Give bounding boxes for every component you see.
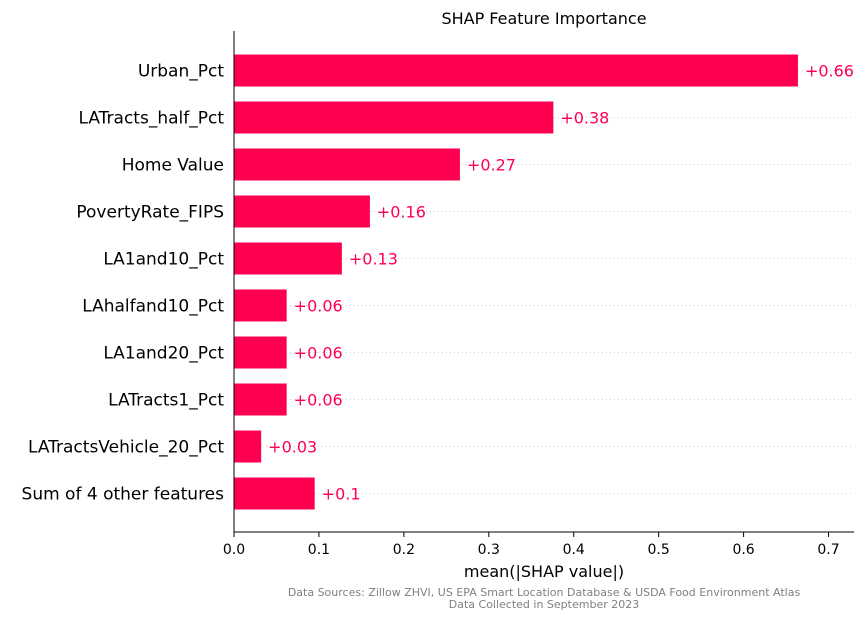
value-label: +0.66 [805, 62, 854, 81]
bar [234, 430, 262, 463]
bar [234, 383, 287, 416]
bars [234, 54, 798, 510]
x-tick-label: 0.1 [308, 542, 330, 558]
y-tick-label: LA1and20_Pct [103, 344, 224, 364]
y-tick-label: Sum of 4 other features [22, 485, 225, 505]
gridlines [234, 70, 854, 494]
value-labels: +0.66 +0.38 +0.27 +0.16 +0.13 +0.06 +0.06 +0.06… [268, 62, 854, 504]
y-tick-label: LATracts_half_Pct [79, 109, 225, 129]
y-tick-label: LA1and10_Pct [103, 250, 224, 270]
chart-title: SHAP Feature Importance [441, 9, 646, 28]
value-label: +0.13 [349, 250, 398, 269]
bar [234, 195, 370, 228]
x-tick-label: 0.5 [648, 542, 670, 558]
x-axis-label: mean(|SHAP value|) [464, 562, 624, 581]
value-label: +0.27 [467, 156, 516, 175]
bar [234, 101, 554, 134]
value-label: +0.1 [322, 485, 361, 504]
value-label: +0.16 [377, 203, 426, 222]
x-tick-label: 0.4 [563, 542, 585, 558]
y-tick-label: LATractsVehicle_20_Pct [28, 438, 224, 458]
y-tick-labels: Urban_Pct LATracts_half_Pct Home Value Pove… [22, 62, 225, 505]
x-tick-label: 0.0 [223, 542, 245, 558]
x-tick-label: 0.3 [478, 542, 500, 558]
bar [234, 242, 342, 275]
x-tick-label: 0.2 [393, 542, 415, 558]
value-label: +0.03 [268, 438, 317, 457]
y-tick-label: LATracts1_Pct [108, 391, 224, 411]
value-label: +0.38 [560, 109, 609, 128]
value-label: +0.06 [294, 391, 343, 410]
y-tick-label: PovertyRate_FIPS [76, 203, 224, 223]
x-axis: 0.0 0.1 0.2 0.3 0.4 0.5 0.6 0.7 [223, 531, 854, 558]
y-tick-label: Urban_Pct [138, 62, 225, 82]
bar [234, 289, 287, 322]
value-label: +0.06 [294, 297, 343, 316]
bar [234, 336, 287, 369]
footnote-collected: Data Collected in September 2023 [449, 598, 639, 611]
x-tick-label: 0.7 [817, 542, 839, 558]
bar [234, 477, 315, 510]
bar [234, 54, 798, 87]
x-tick-label: 0.6 [732, 542, 754, 558]
y-tick-label: LAhalfand10_Pct [82, 297, 224, 317]
value-label: +0.06 [294, 344, 343, 363]
bar [234, 148, 460, 181]
footnote-sources: Data Sources: Zillow ZHVI, US EPA Smart … [288, 586, 801, 599]
y-tick-label: Home Value [122, 156, 224, 176]
